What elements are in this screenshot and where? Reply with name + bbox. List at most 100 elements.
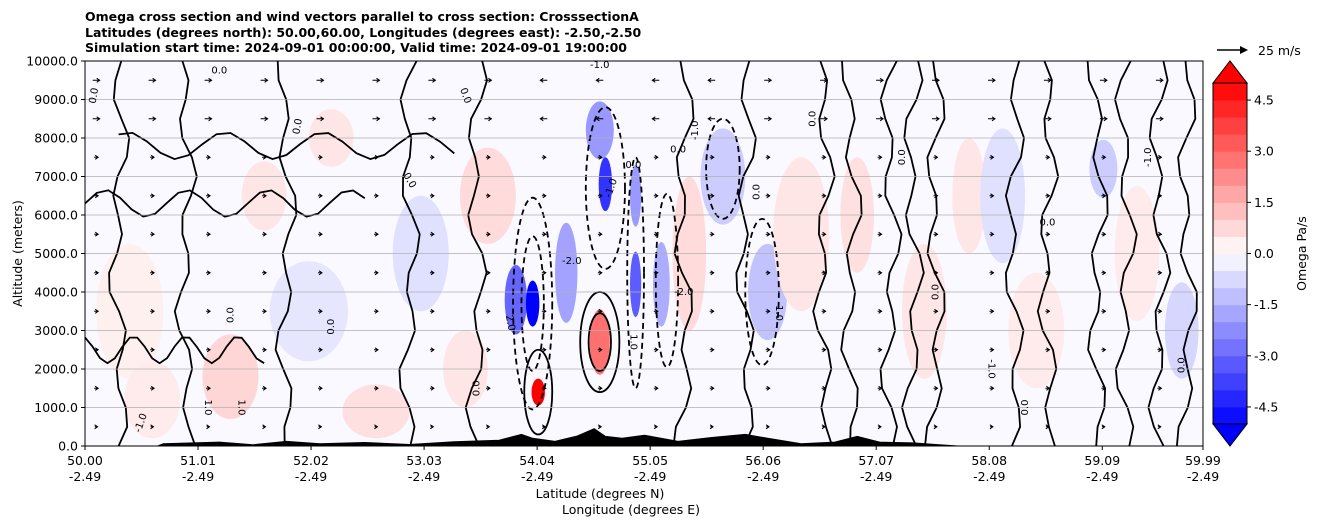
x-tick-label-lon-9: -2.49 xyxy=(1086,469,1118,484)
contour-label-2: 0.0 xyxy=(291,118,305,136)
contour-negative-3 xyxy=(626,156,645,390)
wind-vector-137 xyxy=(821,154,827,160)
wind-vector-15 xyxy=(150,231,156,237)
wind-vector-172 xyxy=(1045,347,1051,353)
wind-vector-30 xyxy=(262,424,267,430)
wind-vector-173 xyxy=(1045,308,1051,314)
wind-vectors xyxy=(92,77,1164,430)
wind-vector-91 xyxy=(597,385,603,391)
wind-vector-160 xyxy=(989,424,994,430)
wind-vector-59 xyxy=(372,77,381,83)
omega-cell-6 xyxy=(342,384,410,439)
wind-vector-60 xyxy=(430,424,435,430)
wind-vector-161 xyxy=(989,385,995,391)
wind-vector-115 xyxy=(709,231,715,237)
x-tick-label-lon-0: -2.49 xyxy=(69,469,101,484)
wind-vector-194 xyxy=(1157,270,1163,276)
wind-vector-148 xyxy=(876,116,885,122)
wind-vector-62 xyxy=(429,347,435,353)
omega-cell-13 xyxy=(555,222,578,323)
wind-vector-130 xyxy=(821,424,826,430)
x-tick-label-lon-10: -2.49 xyxy=(1187,469,1219,484)
colorbar-band-9 xyxy=(1213,253,1247,272)
wind-vector-52 xyxy=(374,347,379,353)
y-axis-label: Altitude (meters) xyxy=(10,200,25,307)
wind-vector-97 xyxy=(597,154,603,160)
wind-vector-106 xyxy=(653,193,659,199)
x-tick-label-lat-2: 52.02 xyxy=(293,453,329,468)
wind-vector-98 xyxy=(595,116,604,122)
wind-vector-11 xyxy=(150,385,156,391)
wind-vector-176 xyxy=(1045,193,1051,199)
contour-label-17: 0.0 xyxy=(472,380,483,396)
contour-positive-0 xyxy=(523,348,554,436)
contour-label-20: 0.0 xyxy=(897,149,908,165)
wind-vector-185 xyxy=(1101,231,1107,237)
colorbar-extend-bottom xyxy=(1211,423,1249,447)
contour-label-7: 0.0 xyxy=(625,160,641,171)
wind-vector-189 xyxy=(1099,77,1108,83)
omega-cell-4 xyxy=(269,261,348,362)
wind-vector-134 xyxy=(821,270,827,276)
wind-vector-73 xyxy=(485,308,491,314)
wind-vector-33 xyxy=(262,308,268,314)
wind-vector-131 xyxy=(821,385,827,391)
wind-vector-156 xyxy=(933,193,939,199)
y-axis: 0.0 1000.0 2000.0 3000.0 4000.0 5000.0 6000.0 7… xyxy=(26,54,85,454)
colorbar-tick-label-2: 1.5 xyxy=(1254,195,1274,210)
x-axis-label-longitude: Longitude (degrees E) xyxy=(562,502,700,517)
wind-vector-125 xyxy=(765,231,771,237)
y-tick-label-5: 5000.0 xyxy=(34,246,78,261)
omega-cell-17 xyxy=(630,251,642,318)
wind-vector-23 xyxy=(206,308,212,314)
wind-vector-180 xyxy=(1101,424,1106,430)
colorbar-band-1 xyxy=(1213,389,1247,408)
contour-label-27: -1.0 xyxy=(690,121,701,141)
contour-label-0: 0.0 xyxy=(88,87,102,105)
wind-vector-179 xyxy=(1043,77,1052,83)
wind-vector-77 xyxy=(485,154,491,160)
wind-vector-103 xyxy=(653,308,659,314)
contour-label-10: -2.0 xyxy=(674,287,694,298)
x-tick-label-lon-7: -2.49 xyxy=(860,469,892,484)
wind-vector-195 xyxy=(1157,231,1163,237)
wind-vector-141 xyxy=(877,385,883,391)
wind-vector-63 xyxy=(429,308,435,314)
wind-vector-69 xyxy=(428,77,437,83)
wind-vector-113 xyxy=(709,308,715,314)
wind-vector-159 xyxy=(932,77,940,83)
grid-lines xyxy=(85,99,1203,408)
contour-negative-4 xyxy=(654,192,680,368)
x-tick-label-lat-6: 56.06 xyxy=(745,453,781,468)
omega-cell-11 xyxy=(525,280,540,327)
wind-vector-181 xyxy=(1101,385,1107,391)
y-tick-label-9: 9000.0 xyxy=(34,92,78,107)
x-tick-label-lon-2: -2.49 xyxy=(295,469,327,484)
wind-vector-150 xyxy=(933,424,938,430)
wind-vector-4 xyxy=(94,270,100,276)
wind-vector-53 xyxy=(374,308,379,314)
wind-vector-19 xyxy=(148,77,157,83)
omega-cell-14 xyxy=(589,309,610,375)
wind-vector-178 xyxy=(1043,116,1052,122)
wind-vector-2 xyxy=(94,347,100,353)
omega-cell-12 xyxy=(531,378,545,406)
wind-vector-17 xyxy=(150,154,156,160)
omega-cell-25 xyxy=(901,243,947,379)
x-tick-label-lon-3: -2.49 xyxy=(408,469,440,484)
wind-vector-36 xyxy=(262,193,268,199)
wind-vector-110 xyxy=(709,424,715,430)
wind-vector-154 xyxy=(933,270,939,276)
colorbar-band-2 xyxy=(1213,372,1247,391)
wind-vector-193 xyxy=(1157,308,1163,314)
wind-vector-167 xyxy=(989,154,995,160)
wind-vector-40 xyxy=(318,424,323,430)
colorbar-band-7 xyxy=(1213,287,1247,306)
wind-vector-175 xyxy=(1045,231,1051,237)
terrain-fill xyxy=(85,428,1203,446)
colorbar-tick-label-3: 0.0 xyxy=(1254,246,1274,261)
wind-vector-92 xyxy=(597,347,603,353)
wind-vector-171 xyxy=(1045,385,1051,391)
wind-vector-132 xyxy=(821,347,827,353)
contour-label-13: 1.0 xyxy=(236,400,247,416)
